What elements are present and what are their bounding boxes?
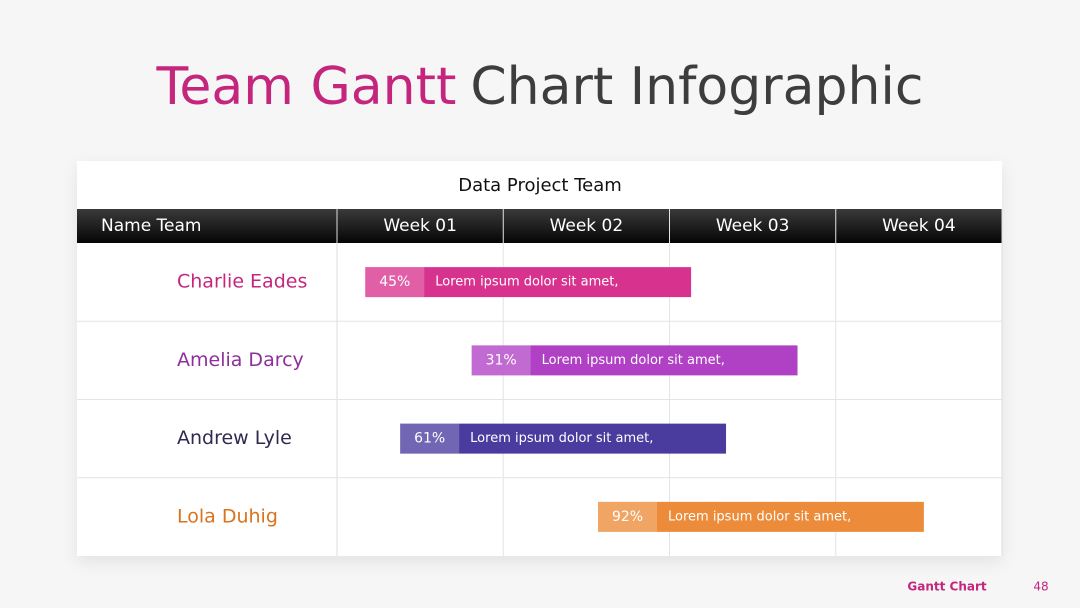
title-highlight: Team Gantt: [156, 57, 457, 117]
task-note: Lorem ipsum dolor sit amet,: [435, 275, 618, 290]
subtitle: Data Project Team: [458, 175, 622, 196]
percent-label: 31%: [486, 352, 517, 368]
column-header: Week 04: [882, 216, 956, 236]
percent-box: [471, 345, 531, 376]
task-note: Lorem ipsum dolor sit amet,: [470, 431, 653, 446]
footer: Gantt Chart: [907, 580, 987, 594]
percent-box: [598, 501, 658, 532]
team-name: Lola Duhig: [177, 505, 278, 527]
team-name: Amelia Darcy: [177, 349, 304, 371]
column-header: Week 01: [383, 216, 457, 236]
column-header: Week 03: [716, 216, 790, 236]
column-header: Week 02: [550, 216, 624, 236]
page-number: 48: [1033, 580, 1048, 594]
title-rest: Chart Infographic: [470, 57, 923, 117]
task-note: Lorem ipsum dolor sit amet,: [542, 353, 725, 368]
percent-box: [365, 267, 425, 298]
percent-label: 61%: [414, 431, 445, 447]
header-row: [77, 209, 1002, 243]
percent-box: [400, 423, 460, 454]
task-note: Lorem ipsum dolor sit amet,: [668, 509, 851, 524]
percent-label: 92%: [612, 509, 643, 525]
team-name: Charlie Eades: [177, 271, 307, 293]
task-bar: [400, 423, 727, 454]
team-name: Andrew Lyle: [177, 427, 292, 449]
task-bar: [365, 267, 692, 298]
column-header: Name Team: [101, 216, 202, 236]
task-bar: [471, 345, 798, 376]
title: Team Gantt Chart Infographic: [156, 57, 924, 117]
task-bar: [598, 501, 924, 532]
percent-label: 45%: [379, 274, 410, 290]
